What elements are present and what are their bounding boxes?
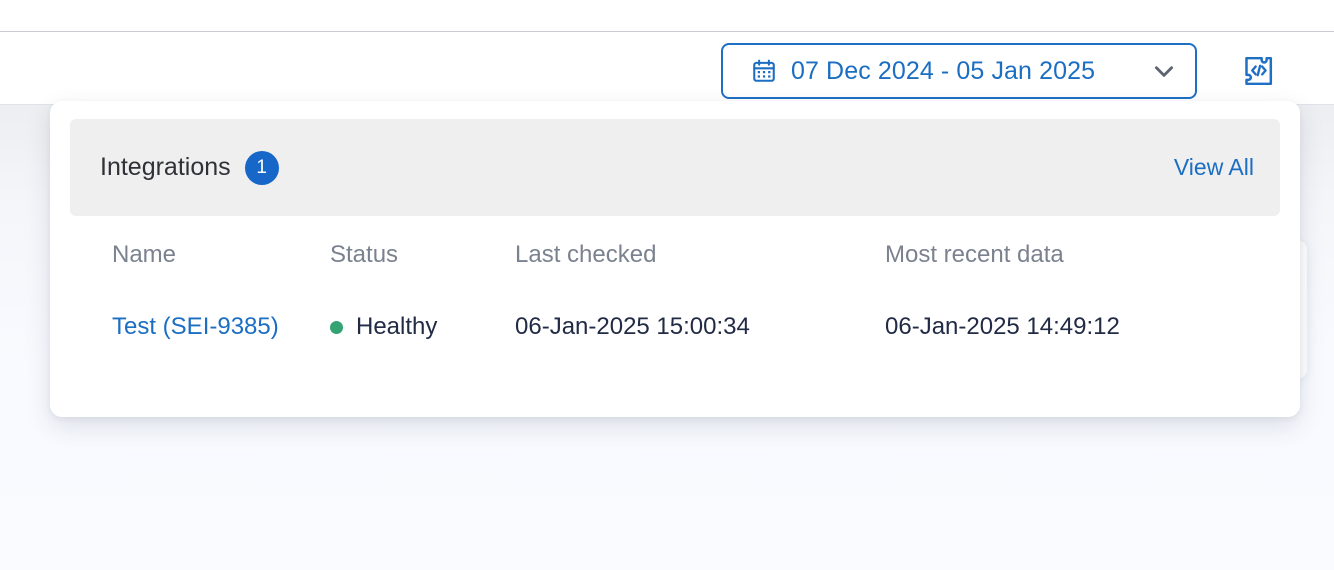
status-label: Healthy: [356, 313, 438, 340]
calendar-icon: [751, 58, 777, 84]
view-all-link[interactable]: View All: [1173, 154, 1254, 180]
chevron-down-icon[interactable]: [1151, 58, 1177, 84]
top-strip: [0, 0, 1334, 31]
embed-code-button[interactable]: [1234, 49, 1282, 95]
integration-name-link[interactable]: Test (SEI-9385): [112, 313, 279, 340]
table-head: Name Status Last checked Most recent dat…: [50, 231, 1300, 279]
table-header-row: Name Status Last checked Most recent dat…: [50, 231, 1300, 279]
date-range-label: 07 Dec 2024 - 05 Jan 2025: [791, 56, 1096, 85]
column-header-last-checked: Last checked: [515, 241, 657, 268]
cell-status: Healthy: [330, 279, 515, 351]
panel-title: Integrations: [100, 153, 231, 181]
column-header-most-recent-data: Most recent data: [885, 241, 1064, 268]
integrations-count-badge: 1: [244, 150, 279, 185]
column-header-status: Status: [330, 241, 399, 268]
integrations-panel-header: Integrations 1 View All: [70, 119, 1280, 216]
integrations-table: Name Status Last checked Most recent dat…: [50, 231, 1300, 351]
top-divider: [0, 31, 1334, 32]
cell-name: Test (SEI-9385): [50, 279, 330, 351]
status-badge: Healthy: [330, 313, 515, 341]
status-dot-icon: [330, 320, 343, 334]
puzzle-code-icon: [1241, 54, 1275, 91]
table-body: Test (SEI-9385) Healthy 06-Jan-2025 15:0…: [50, 279, 1300, 351]
cell-most-recent-data: 06-Jan-2025 14:49:12: [885, 313, 1120, 340]
cell-last-checked: 06-Jan-2025 15:00:34: [515, 313, 750, 340]
table-row: Test (SEI-9385) Healthy 06-Jan-2025 15:0…: [50, 279, 1300, 351]
column-header-name: Name: [112, 241, 177, 268]
integrations-panel: Integrations 1 View All Name Status Last…: [50, 101, 1300, 417]
date-range-picker[interactable]: 07 Dec 2024 - 05 Jan 2025: [721, 43, 1197, 99]
